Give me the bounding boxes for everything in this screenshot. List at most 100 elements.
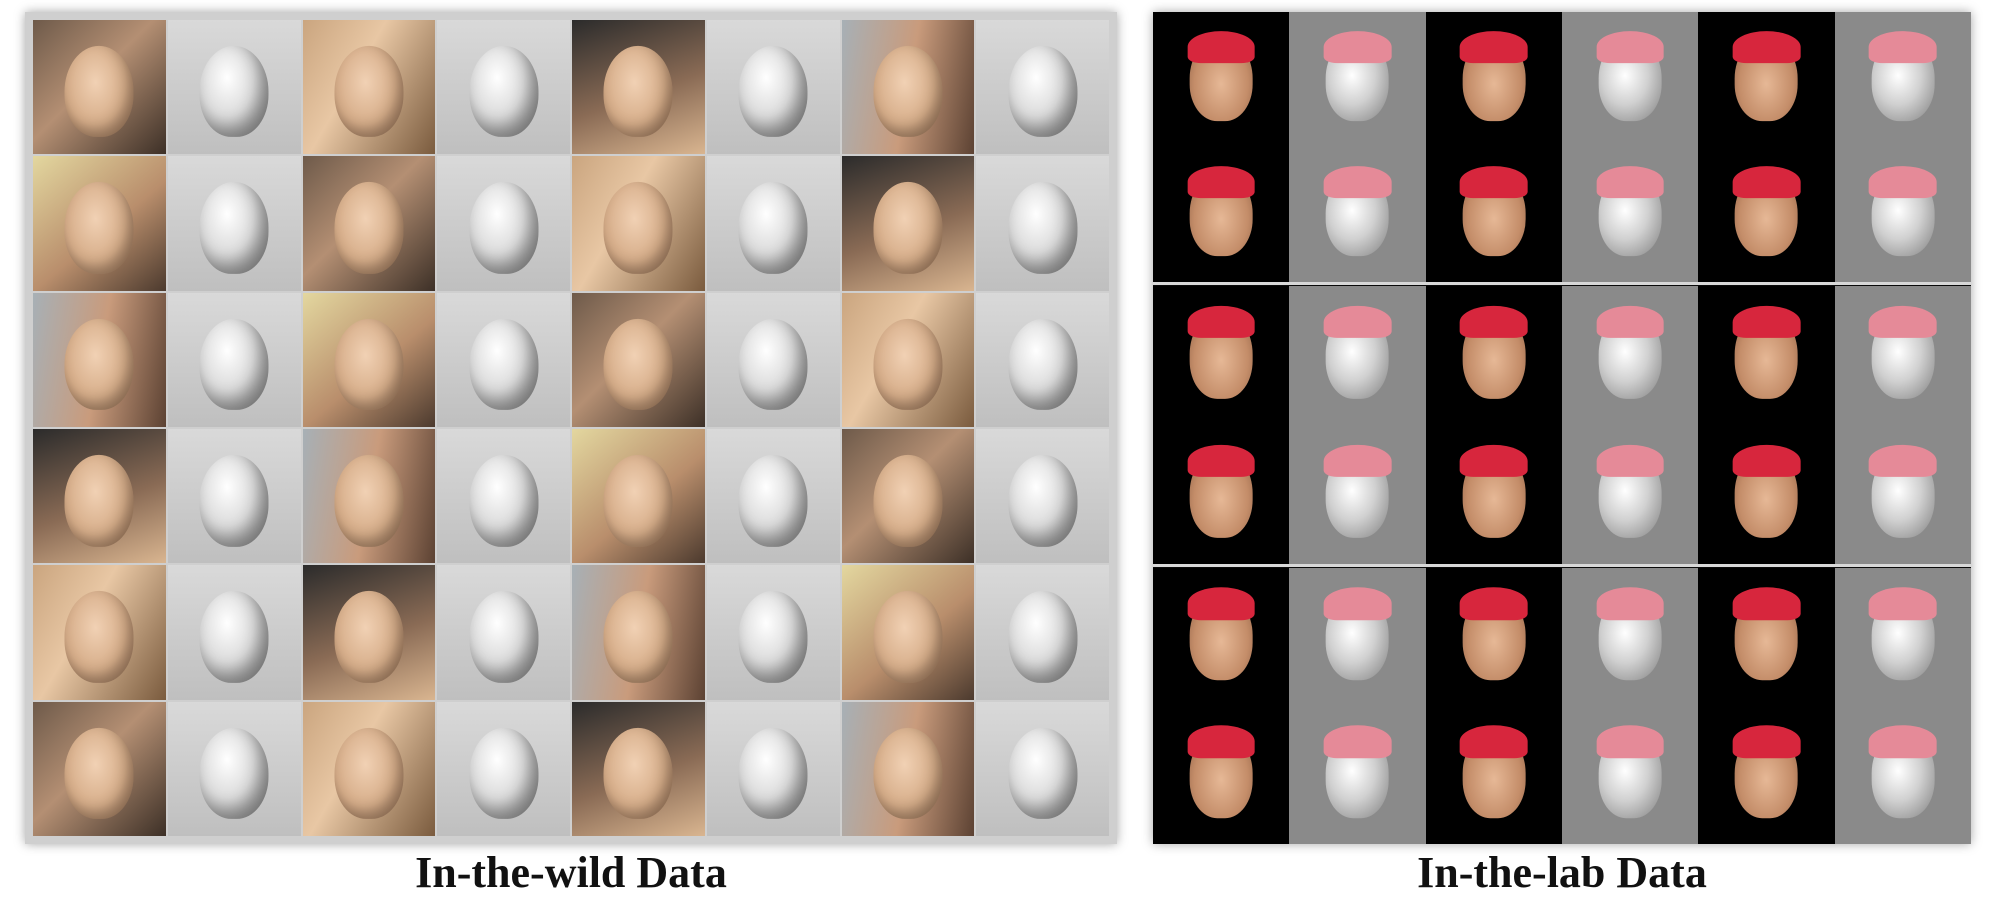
face-photo <box>572 701 705 836</box>
mesh-shape <box>469 455 539 547</box>
face-reconstruction <box>706 156 840 291</box>
mesh-shape <box>1008 455 1078 547</box>
in-the-wild-caption: In-the-wild Data <box>415 848 727 897</box>
face-photo <box>841 565 975 700</box>
lab-face-reconstruction <box>1561 706 1699 844</box>
lab-face-photo <box>1153 706 1290 844</box>
lab-mesh-shape <box>1323 165 1392 257</box>
face-shape <box>873 591 943 683</box>
lab-mesh-shape <box>1596 165 1664 257</box>
mesh-shape <box>469 46 539 138</box>
lab-face-reconstruction <box>1289 286 1426 425</box>
face-reconstruction <box>706 565 840 700</box>
lab-face-shape <box>1732 30 1801 122</box>
lab-mesh-shape <box>1323 444 1392 538</box>
face-reconstruction <box>976 428 1109 564</box>
lab-face-reconstruction <box>1561 286 1699 425</box>
lab-face-photo <box>1698 568 1835 706</box>
face-photo <box>33 565 166 700</box>
mesh-shape <box>199 318 269 411</box>
mesh-shape <box>199 46 269 138</box>
lab-face-photo <box>1425 425 1562 564</box>
lab-separator <box>1153 282 1971 285</box>
lab-face-shape <box>1187 30 1255 122</box>
face-shape <box>64 182 134 274</box>
face-reconstruction <box>706 428 840 564</box>
face-reconstruction <box>437 428 570 564</box>
face-photo <box>33 156 166 291</box>
face-photo <box>572 156 705 291</box>
face-reconstruction <box>167 292 301 427</box>
face-shape <box>334 182 404 274</box>
lab-face-reconstruction <box>1289 12 1426 147</box>
face-photo <box>572 20 705 155</box>
face-shape <box>603 318 673 411</box>
face-photo <box>572 428 705 564</box>
face-photo <box>572 292 705 427</box>
lab-face-reconstruction <box>1561 425 1699 564</box>
lab-face-shape <box>1732 444 1801 538</box>
face-shape <box>64 46 134 138</box>
face-shape <box>603 182 673 274</box>
lab-face-shape <box>1459 444 1528 538</box>
in-the-wild-grid <box>33 20 1109 836</box>
in-the-wild-panel <box>25 12 1117 844</box>
lab-face-reconstruction <box>1289 568 1426 706</box>
lab-face-reconstruction <box>1834 12 1971 147</box>
face-shape <box>64 591 134 683</box>
lab-face-shape <box>1459 165 1528 257</box>
face-shape <box>64 455 134 547</box>
face-photo <box>572 565 705 700</box>
face-shape <box>334 727 404 820</box>
lab-face-shape <box>1187 587 1255 680</box>
face-shape <box>64 727 134 820</box>
face-shape <box>334 455 404 547</box>
lab-face-photo <box>1698 12 1835 147</box>
face-shape <box>873 455 943 547</box>
face-photo <box>841 701 975 836</box>
lab-face-photo <box>1698 286 1835 425</box>
lab-face-shape <box>1732 165 1801 257</box>
face-shape <box>873 318 943 411</box>
lab-face-photo <box>1698 425 1835 564</box>
lab-block-1 <box>1153 12 1971 282</box>
lab-face-reconstruction <box>1289 706 1426 844</box>
face-shape <box>603 591 673 683</box>
face-shape <box>603 727 673 820</box>
face-reconstruction <box>706 20 840 155</box>
lab-face-reconstruction <box>1834 425 1971 564</box>
lab-mesh-shape <box>1596 444 1664 538</box>
lab-face-photo <box>1425 568 1562 706</box>
lab-face-photo <box>1153 286 1290 425</box>
face-photo <box>33 428 166 564</box>
face-photo <box>33 292 166 427</box>
mesh-shape <box>469 318 539 411</box>
lab-face-reconstruction <box>1561 12 1699 147</box>
face-photo <box>33 701 166 836</box>
face-photo <box>33 20 166 155</box>
face-reconstruction <box>437 565 570 700</box>
mesh-shape <box>1008 182 1078 274</box>
lab-mesh-shape <box>1596 30 1664 122</box>
lab-separator <box>1153 564 1971 567</box>
face-photo <box>841 428 975 564</box>
lab-face-photo <box>1698 706 1835 844</box>
face-reconstruction <box>437 156 570 291</box>
lab-mesh-shape <box>1323 30 1392 122</box>
lab-face-shape <box>1459 725 1528 818</box>
mesh-shape <box>199 727 269 820</box>
lab-face-shape <box>1187 165 1255 257</box>
face-shape <box>603 46 673 138</box>
lab-face-photo <box>1153 425 1290 564</box>
face-reconstruction <box>976 156 1109 291</box>
lab-face-reconstruction <box>1561 147 1699 282</box>
lab-face-photo <box>1425 706 1562 844</box>
lab-mesh-shape <box>1596 305 1664 399</box>
lab-mesh-shape <box>1868 165 1937 257</box>
face-shape <box>603 455 673 547</box>
face-reconstruction <box>976 292 1109 427</box>
face-photo <box>302 565 436 700</box>
face-photo <box>302 20 436 155</box>
in-the-lab-panel <box>1153 12 1971 844</box>
lab-face-shape <box>1187 725 1255 818</box>
